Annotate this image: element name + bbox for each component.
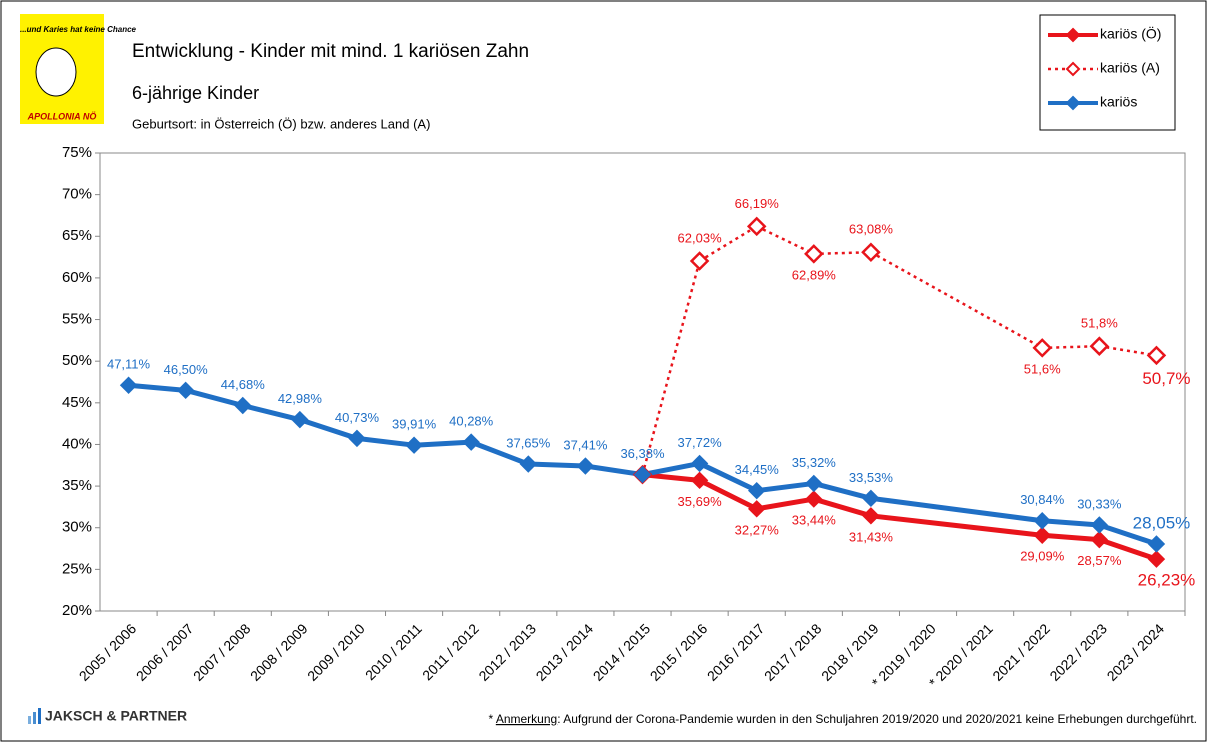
value-label: 30,33% (1077, 496, 1122, 511)
y-tick-label: 60% (62, 269, 92, 286)
value-label: 26,23% (1138, 571, 1196, 590)
value-label: 37,65% (506, 435, 551, 450)
value-label: 40,28% (449, 414, 494, 429)
value-label: 28,05% (1133, 513, 1191, 532)
footnote-text: : Aufgrund der Corona-Pandemie wurden in… (557, 712, 1197, 726)
brand-icon (38, 708, 41, 724)
value-label: 33,53% (849, 470, 894, 485)
y-tick-label: 50% (62, 352, 92, 369)
value-label: 28,57% (1077, 553, 1122, 568)
chart: ...und Karies hat keine Chance APOLLONIA… (0, 0, 1211, 745)
brand-icon (33, 712, 36, 724)
y-tick-label: 45% (62, 394, 92, 411)
footnote-marker: * (488, 712, 493, 726)
value-label: 51,6% (1024, 361, 1061, 376)
value-label: 35,69% (678, 494, 723, 509)
value-label: 66,19% (735, 196, 780, 211)
value-label: 29,09% (1020, 549, 1065, 564)
footnote-label: Anmerkung (496, 712, 557, 726)
logo-slogan: ...und Karies hat keine Chance (20, 25, 137, 34)
value-label: 40,73% (335, 410, 380, 425)
series-line (414, 442, 471, 445)
value-label: 34,45% (735, 462, 780, 477)
legend-label: kariös (A) (1100, 60, 1160, 76)
value-label: 30,84% (1020, 492, 1065, 507)
value-label: 47,11% (107, 357, 151, 372)
y-tick-label: 55% (62, 311, 92, 328)
y-tick-label: 70% (62, 186, 92, 203)
value-label: 37,72% (678, 435, 723, 450)
brand-icon (28, 716, 31, 724)
value-label: 51,8% (1081, 316, 1118, 331)
y-tick-label: 30% (62, 519, 92, 536)
logo-figure (36, 48, 76, 96)
footnote: * Anmerkung: Aufgrund der Corona-Pandemi… (488, 712, 1197, 726)
value-label: 63,08% (849, 222, 894, 237)
value-label: 46,50% (164, 362, 209, 377)
y-tick-label: 20% (62, 602, 92, 619)
value-label: 36,38% (620, 446, 665, 461)
value-label: 32,27% (735, 522, 780, 537)
y-tick-label: 25% (62, 560, 92, 577)
value-label: 44,68% (221, 377, 266, 392)
value-label: 35,32% (792, 455, 837, 470)
logo-name: APOLLONIA NÖ (27, 111, 97, 121)
brand: JAKSCH & PARTNER (45, 708, 187, 724)
value-label: 33,44% (792, 513, 837, 528)
y-tick-label: 75% (62, 144, 92, 161)
value-label: 62,89% (792, 267, 837, 282)
series-line (528, 464, 585, 466)
value-label: 37,41% (563, 437, 608, 452)
value-label: 50,7% (1142, 369, 1190, 388)
chart-caption: Geburtsort: in Österreich (Ö) bzw. ander… (132, 116, 430, 131)
y-tick-label: 40% (62, 435, 92, 452)
value-label: 62,03% (678, 230, 723, 245)
value-label: 39,91% (392, 417, 437, 432)
value-label: 31,43% (849, 529, 894, 544)
y-tick-label: 65% (62, 227, 92, 244)
chart-subtitle: 6-jährige Kinder (132, 83, 259, 103)
legend-label: kariös (Ö) (1100, 25, 1161, 42)
legend-label: kariös (1100, 94, 1137, 110)
chart-title: Entwicklung - Kinder mit mind. 1 kariöse… (132, 41, 529, 62)
y-tick-label: 35% (62, 477, 92, 494)
value-label: 42,98% (278, 391, 323, 406)
